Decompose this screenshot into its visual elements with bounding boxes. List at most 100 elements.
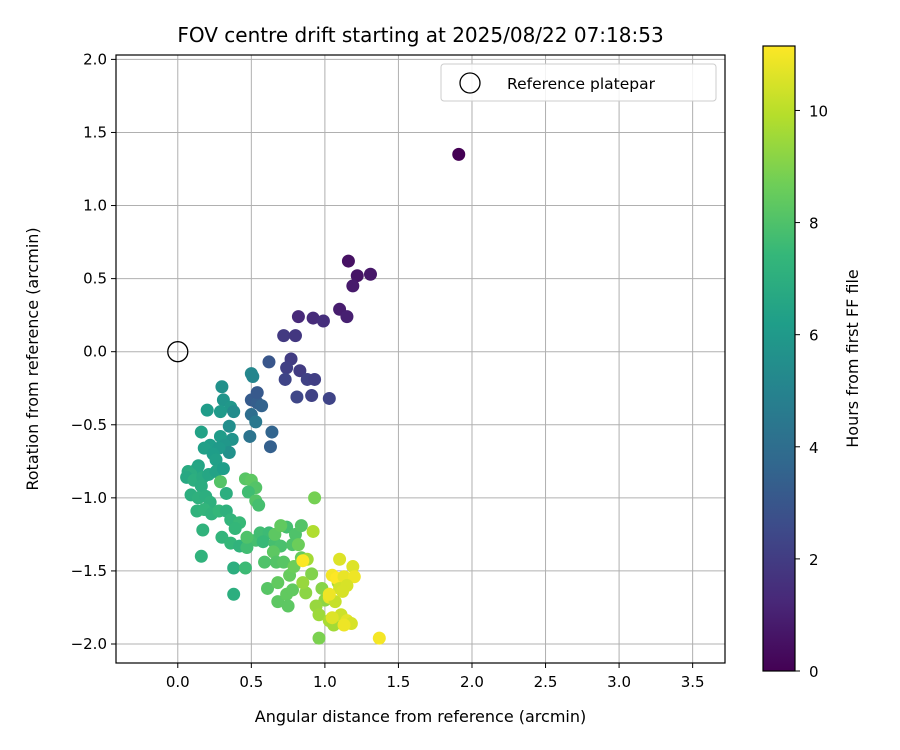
x-tick-label: 3.0 (607, 673, 631, 691)
scatter-point (333, 552, 347, 566)
scatter-point (281, 599, 295, 613)
x-tick-label: 3.5 (681, 673, 705, 691)
scatter-points (180, 147, 466, 645)
scatter-point (286, 583, 300, 597)
colorbar-ticks: 0 2 4 6 8 10 (795, 102, 828, 681)
scatter-point (277, 329, 291, 343)
x-tick-label: 0.0 (166, 673, 190, 691)
colorbar-gradient (763, 46, 795, 671)
scatter-point (291, 538, 305, 552)
scatter-point (372, 631, 386, 645)
colorbar: 0 2 4 6 8 10 Hours from first FF file (762, 45, 862, 681)
scatter-point (240, 530, 254, 544)
y-tick-label: −1.0 (71, 489, 107, 507)
scatter-point (312, 631, 326, 645)
colorbar-tick-label: 2 (809, 551, 819, 569)
scatter-point (261, 581, 275, 595)
x-tick-label: 1.5 (387, 673, 411, 691)
scatter-point (265, 425, 279, 439)
scatter-point (246, 370, 260, 384)
scatter-point (322, 391, 336, 405)
y-tick-label: 1.0 (83, 197, 107, 215)
legend-entry-reference-platepar: Reference platepar (507, 75, 656, 93)
scatter-point (347, 570, 361, 584)
scatter-point (258, 555, 272, 569)
scatter-point (278, 372, 292, 386)
scatter-point (340, 310, 354, 324)
scatter-point (336, 584, 350, 598)
scatter-point (194, 425, 208, 439)
y-axis-label: Rotation from reference (arcmin) (23, 227, 42, 490)
scatter-point (228, 522, 242, 536)
y-tick-label: −2.0 (71, 635, 107, 653)
colorbar-label: Hours from first FF file (843, 269, 862, 448)
x-axis-label: Angular distance from reference (arcmin) (255, 707, 586, 726)
scatter-point (241, 485, 255, 499)
scatter-point (296, 554, 310, 568)
scatter-point (291, 310, 305, 324)
scatter-point (322, 587, 336, 601)
x-tick-label: 1.0 (313, 673, 337, 691)
scatter-point (209, 453, 223, 467)
colorbar-tick-label: 10 (809, 102, 828, 120)
scatter-point (222, 446, 236, 460)
colorbar-tick-label: 8 (809, 215, 819, 233)
scatter-point (306, 311, 320, 325)
x-tick-label: 0.5 (239, 673, 263, 691)
y-axis-ticks: 2.0 1.5 1.0 0.5 0.0 −0.5 −1.0 −1.5 −2.0 (71, 50, 116, 653)
colorbar-tick-label: 0 (809, 663, 819, 681)
scatter-point (200, 403, 214, 417)
scatter-point (263, 440, 277, 454)
scatter-point (288, 329, 302, 343)
x-axis-ticks: 0.0 0.5 1.0 1.5 2.0 2.5 3.0 3.5 (166, 663, 705, 691)
scatter-point (216, 462, 230, 476)
scatter-point (196, 523, 210, 537)
scatter-point (227, 405, 241, 419)
legend-box (440, 63, 717, 102)
scatter-point (452, 147, 466, 161)
grid-lines (116, 55, 725, 663)
scatter-point (249, 415, 263, 429)
scatter-point (266, 545, 280, 559)
scatter-point (256, 535, 270, 549)
scatter-point (316, 314, 330, 328)
scatter-point (363, 267, 377, 281)
colorbar-frame (762, 45, 796, 672)
scatter-point (252, 498, 266, 512)
scatter-point (294, 519, 308, 533)
scatter-point (213, 405, 227, 419)
y-tick-label: 0.5 (83, 270, 107, 288)
y-tick-label: 2.0 (83, 50, 107, 68)
reference-marker-group (167, 341, 189, 363)
scatter-point (255, 399, 269, 413)
scatter-point (312, 608, 326, 622)
scatter-point (215, 380, 229, 394)
scatter-point (346, 279, 360, 293)
scatter-point (341, 254, 355, 268)
scatter-point (213, 475, 227, 489)
scatter-point (293, 364, 307, 378)
x-tick-label: 2.0 (460, 673, 484, 691)
y-tick-label: −1.5 (71, 562, 107, 580)
scatter-point (243, 429, 257, 443)
scatter-point (219, 486, 233, 500)
scatter-point (222, 419, 236, 433)
x-tick-label: 2.5 (534, 673, 558, 691)
scatter-point (271, 595, 285, 609)
scatter-point (350, 269, 364, 283)
scatter-point (346, 560, 360, 574)
scatter-point (227, 561, 241, 575)
scatter-point (238, 561, 252, 575)
legend-marker-circle (459, 72, 481, 94)
scatter-point (194, 549, 208, 563)
y-tick-label: −0.5 (71, 416, 107, 434)
reference-platepar-marker (167, 341, 189, 363)
chart-title: FOV centre drift starting at 2025/08/22 … (177, 23, 663, 47)
scatter-point (337, 618, 351, 632)
scatter-point (262, 355, 276, 369)
y-tick-label: 0.0 (83, 343, 107, 361)
scatter-point (305, 567, 319, 581)
scatter-point (299, 586, 313, 600)
scatter-point (274, 519, 288, 533)
